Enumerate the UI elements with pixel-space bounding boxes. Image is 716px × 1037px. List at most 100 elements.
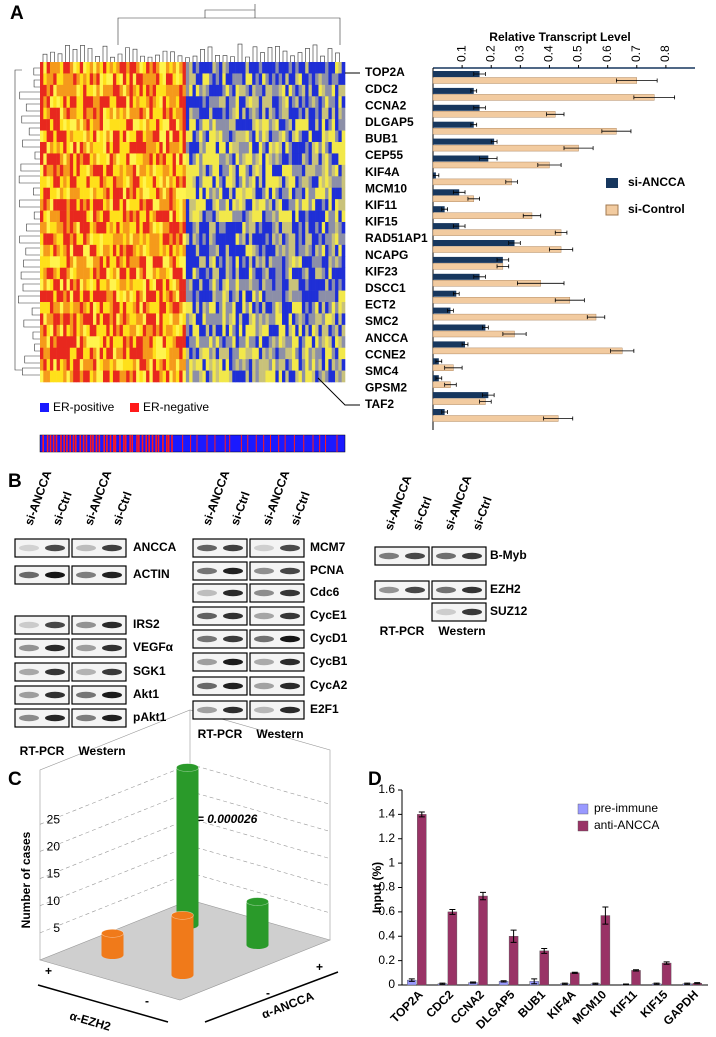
heatmap-cell (142, 164, 147, 177)
heatmap-cell (142, 153, 147, 166)
heatmap-cell (165, 210, 170, 223)
heatmap-cell (288, 153, 293, 166)
heatmap-cell (136, 142, 140, 154)
heatmap-cell (195, 302, 200, 314)
heatmap-cell (295, 199, 299, 211)
blot-box (14, 638, 70, 658)
heatmap-cell (106, 359, 110, 371)
y-tick-label: 10 (47, 894, 61, 908)
blot-box (14, 662, 70, 682)
heatmap-cell (245, 142, 250, 154)
heatmap-cell (165, 336, 170, 349)
heatmap-cell (228, 96, 233, 109)
heatmap-cell (245, 119, 250, 131)
protein-label: ANCCA (133, 540, 177, 554)
heatmap-cell (265, 210, 270, 223)
error-bar (561, 982, 568, 985)
heatmap-cell (182, 336, 187, 349)
heatmap-cell (93, 347, 97, 360)
heatmap-cell (185, 233, 190, 246)
heatmap-cell (341, 290, 346, 303)
heatmap-cell (109, 96, 114, 109)
bar (433, 121, 474, 128)
heatmap-cell (102, 153, 107, 166)
heatmap-cell (89, 107, 94, 120)
heatmap-cell (99, 73, 104, 86)
heatmap-cell (129, 244, 134, 257)
heatmap-cell (305, 142, 309, 154)
heatmap-cell (43, 199, 47, 211)
heatmap-cell (179, 153, 183, 166)
heatmap-cell (295, 267, 299, 280)
heatmap-cell (43, 290, 47, 303)
heatmap-cell (285, 199, 289, 211)
heatmap-cell (215, 267, 220, 280)
dendrogram-branch (207, 46, 213, 62)
heatmap-cell (89, 313, 94, 326)
heatmap-cell (182, 164, 187, 177)
heatmap-cell (321, 187, 326, 200)
heatmap-cell (73, 222, 77, 234)
heatmap-cell (139, 222, 144, 234)
heatmap-cell (308, 130, 313, 143)
heatmap-cell (126, 359, 130, 371)
heatmap-cell (73, 256, 77, 269)
heatmap-cell (325, 222, 329, 234)
heatmap-cell (295, 290, 299, 303)
heatmap-cell (235, 336, 240, 349)
heatmap-cell (192, 256, 197, 269)
heatmap-cell (172, 187, 177, 200)
heatmap-cell (308, 107, 313, 120)
heatmap-cell (301, 96, 306, 109)
heatmap-cell (136, 107, 140, 120)
heatmap-cell (96, 302, 100, 314)
heatmap-cell (96, 256, 100, 269)
error-bar (633, 95, 676, 100)
heatmap-cell (172, 267, 177, 280)
heatmap-cell (305, 267, 309, 280)
heatmap-cell (63, 119, 67, 131)
heatmap-cell (146, 210, 150, 223)
heatmap-cell (159, 210, 163, 223)
lane-label: si-Ctrl (228, 490, 253, 527)
heatmap-cell (318, 256, 323, 269)
heatmap-cell (136, 119, 140, 131)
heatmap-cell (275, 187, 279, 200)
heatmap-cell (222, 119, 226, 131)
heatmap-cell (301, 233, 306, 246)
heatmap-cell (298, 244, 303, 257)
dendrogram-branch (177, 55, 183, 62)
heatmap-cell (341, 267, 346, 280)
er-stripe (148, 435, 150, 452)
heatmap-cell (235, 302, 240, 314)
y-tick-label: 1.6 (378, 782, 395, 796)
heatmap-cell (165, 107, 170, 120)
heatmap-cell (76, 164, 81, 177)
er-stripe (166, 435, 168, 452)
heatmap-cell (132, 153, 137, 166)
heatmap-cell (245, 256, 250, 269)
heatmap-cell (185, 130, 190, 143)
heatmap-cell (228, 199, 233, 211)
heatmap-cell (169, 187, 173, 200)
heatmap-cell (96, 370, 100, 383)
heatmap-cell (169, 107, 173, 120)
heatmap-cell (179, 290, 183, 303)
heatmap-cell (331, 336, 336, 349)
heatmap-cell (285, 279, 289, 291)
heatmap-cell (238, 107, 243, 120)
heatmap-cell (122, 96, 127, 109)
heatmap-cell (102, 142, 107, 154)
heatmap-cell (109, 153, 114, 166)
heatmap-cell (172, 164, 177, 177)
heatmap-cell (165, 313, 170, 326)
heatmap-cell (175, 164, 180, 177)
protein-label: pAkt1 (133, 710, 167, 724)
heatmap-cell (245, 347, 250, 360)
heatmap-cell (215, 279, 220, 291)
heatmap-cell (46, 187, 51, 200)
heatmap-cell (298, 347, 303, 360)
heatmap-cell (99, 62, 104, 74)
heatmap-cell (146, 187, 150, 200)
heatmap-cell (199, 244, 203, 257)
